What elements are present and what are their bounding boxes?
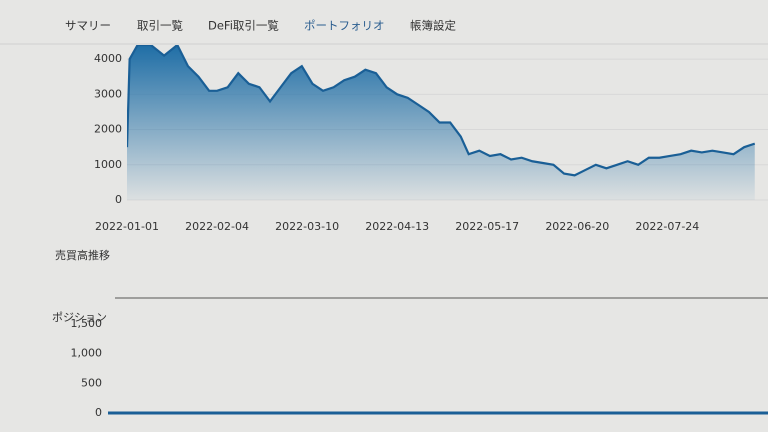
y-tick-label: 2000 [94,123,122,136]
y-tick-label: 500 [81,376,102,389]
chart-title: ポジション [52,311,107,324]
nav-tab[interactable]: 帳簿設定 [410,19,456,33]
y-tick-label: 4000 [94,52,122,65]
x-tick-label: 2022-04-13 [365,220,429,233]
nav-tab[interactable]: 取引一覧 [137,19,183,33]
x-tick-label: 2022-06-20 [545,220,609,233]
y-tick-label: 1,000 [71,347,103,360]
x-tick-label: 2022-07-24 [635,220,699,233]
x-tick-label: 2022-03-10 [275,220,339,233]
x-tick-label: 2022-02-04 [185,220,249,233]
nav-tab[interactable]: DeFi取引一覧 [208,19,279,33]
x-tick-label: 2022-05-17 [455,220,519,233]
x-tick-label: 2022-01-01 [95,220,159,233]
y-tick-label: 1000 [94,158,122,171]
y-tick-label: 0 [95,406,102,419]
section-title: 売買高推移 [55,248,110,262]
y-tick-label: 0 [115,193,122,206]
area-line [127,45,756,177]
y-tick-label: 1,500 [71,317,103,330]
y-tick-label: 3000 [94,87,122,100]
nav-tab-active[interactable]: ポートフォリオ [304,19,385,33]
nav-tab[interactable]: サマリー [65,19,111,33]
